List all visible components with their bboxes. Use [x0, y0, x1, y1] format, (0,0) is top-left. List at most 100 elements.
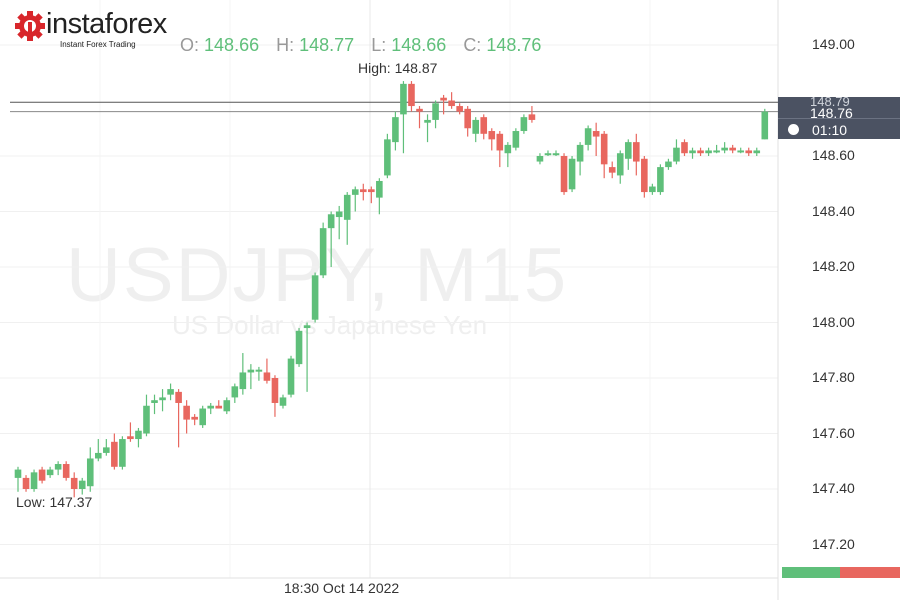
candle-down: [448, 100, 455, 107]
candle-down: [127, 436, 134, 440]
candle-down: [464, 108, 471, 129]
candle-down: [111, 441, 118, 467]
candle-down: [175, 391, 182, 403]
candle-down: [70, 477, 78, 489]
candle-up: [78, 480, 86, 489]
high-marker: High: 148.87: [358, 60, 438, 76]
candle-down: [440, 97, 447, 101]
candle-down: [592, 131, 600, 137]
candle-down: [528, 114, 536, 120]
candle-up: [143, 405, 150, 434]
candle-down: [263, 372, 271, 381]
candle-up: [119, 439, 126, 467]
candle-up: [295, 330, 303, 365]
candle-up: [753, 150, 761, 154]
candle-up: [536, 156, 544, 162]
candle-up: [665, 161, 672, 168]
y-tick-label: 147.60: [812, 424, 855, 441]
candle-down: [416, 108, 423, 112]
low-marker: Low: 147.37: [16, 494, 93, 510]
candle-down: [697, 150, 704, 154]
candle-down: [38, 469, 46, 481]
x-tick-label: 18:30 Oct 14 2022: [284, 580, 400, 596]
candle-up: [705, 150, 712, 154]
candle-down: [641, 158, 648, 193]
candle-up: [584, 128, 592, 145]
candle-down: [62, 464, 70, 478]
y-tick-label: 148.60: [812, 147, 855, 163]
candle-up: [135, 430, 142, 440]
candle-up: [247, 369, 255, 373]
candle-up: [689, 150, 696, 154]
candle-down: [488, 131, 496, 140]
candle-down: [681, 142, 688, 154]
candle-up: [311, 275, 319, 320]
candle-up: [544, 153, 552, 156]
candle-up: [673, 147, 680, 162]
candle-up: [737, 150, 744, 153]
candle-up: [199, 408, 206, 426]
ohlc-readout: O: 148.66 H: 148.77 L: 148.66 C: 148.76: [180, 35, 553, 56]
candle-up: [46, 469, 54, 476]
open-label: O:: [180, 35, 200, 55]
timer-icon: [788, 124, 799, 135]
candle-up: [287, 358, 295, 395]
low-label: L:: [371, 35, 387, 55]
hidden-price-label: 148.79: [810, 94, 850, 109]
candle-up: [103, 447, 110, 453]
candle-up: [343, 194, 351, 220]
candle-down: [183, 405, 190, 420]
candle-up: [472, 119, 480, 134]
close-label: C:: [463, 35, 482, 55]
candle-up: [504, 144, 512, 154]
candle-down: [22, 477, 30, 489]
candle-down: [359, 189, 367, 193]
instaforex-logo: instaforex Instant Forex Trading: [14, 10, 167, 49]
candle-up: [279, 397, 287, 406]
candle-up: [335, 211, 343, 218]
candle-down: [496, 133, 504, 151]
candle-down: [408, 83, 415, 107]
candle-up: [376, 180, 383, 198]
candle-down: [745, 150, 753, 154]
candle-up: [167, 389, 174, 395]
candle-up: [761, 111, 769, 140]
candle-up: [351, 189, 359, 195]
candle-up: [552, 153, 560, 156]
candle-up: [424, 119, 431, 123]
candle-up: [223, 400, 231, 412]
watermark-description: US Dollar vs Japanese Yen: [172, 310, 488, 340]
y-tick-label: 148.40: [812, 202, 855, 219]
high-value: 148.77: [299, 35, 355, 55]
volume-down-bar: [840, 567, 900, 578]
candle-up: [512, 131, 520, 148]
candle-down: [456, 106, 463, 112]
candle-up: [30, 472, 38, 489]
candle-down: [368, 189, 375, 193]
candle-down: [600, 133, 608, 165]
gear-logo-icon: [15, 11, 45, 41]
candle-down: [729, 147, 736, 151]
current-price-label: 148.76: [810, 105, 853, 121]
candle-up: [86, 458, 94, 487]
y-tick-label: 148.00: [812, 313, 855, 330]
current-price-box: 148.79 148.76 01:10: [778, 94, 900, 139]
candle-down: [215, 405, 223, 409]
y-tick-label: 149.00: [812, 36, 855, 52]
y-tick-label: 147.80: [812, 369, 855, 385]
candle-up: [151, 400, 158, 403]
candle-up: [657, 167, 664, 193]
close-value: 148.76: [486, 35, 542, 55]
candle-down: [480, 117, 488, 134]
candle-down: [191, 416, 198, 420]
candle-up: [384, 139, 391, 176]
candle-up: [392, 117, 399, 143]
y-tick-label: 147.40: [812, 480, 855, 496]
candle-countdown: 01:10: [812, 122, 848, 138]
candle-up: [255, 369, 263, 372]
candle-down: [271, 378, 279, 403]
y-tick-label: 148.20: [812, 258, 855, 274]
candle-up: [721, 147, 728, 151]
high-label: H:: [276, 35, 295, 55]
